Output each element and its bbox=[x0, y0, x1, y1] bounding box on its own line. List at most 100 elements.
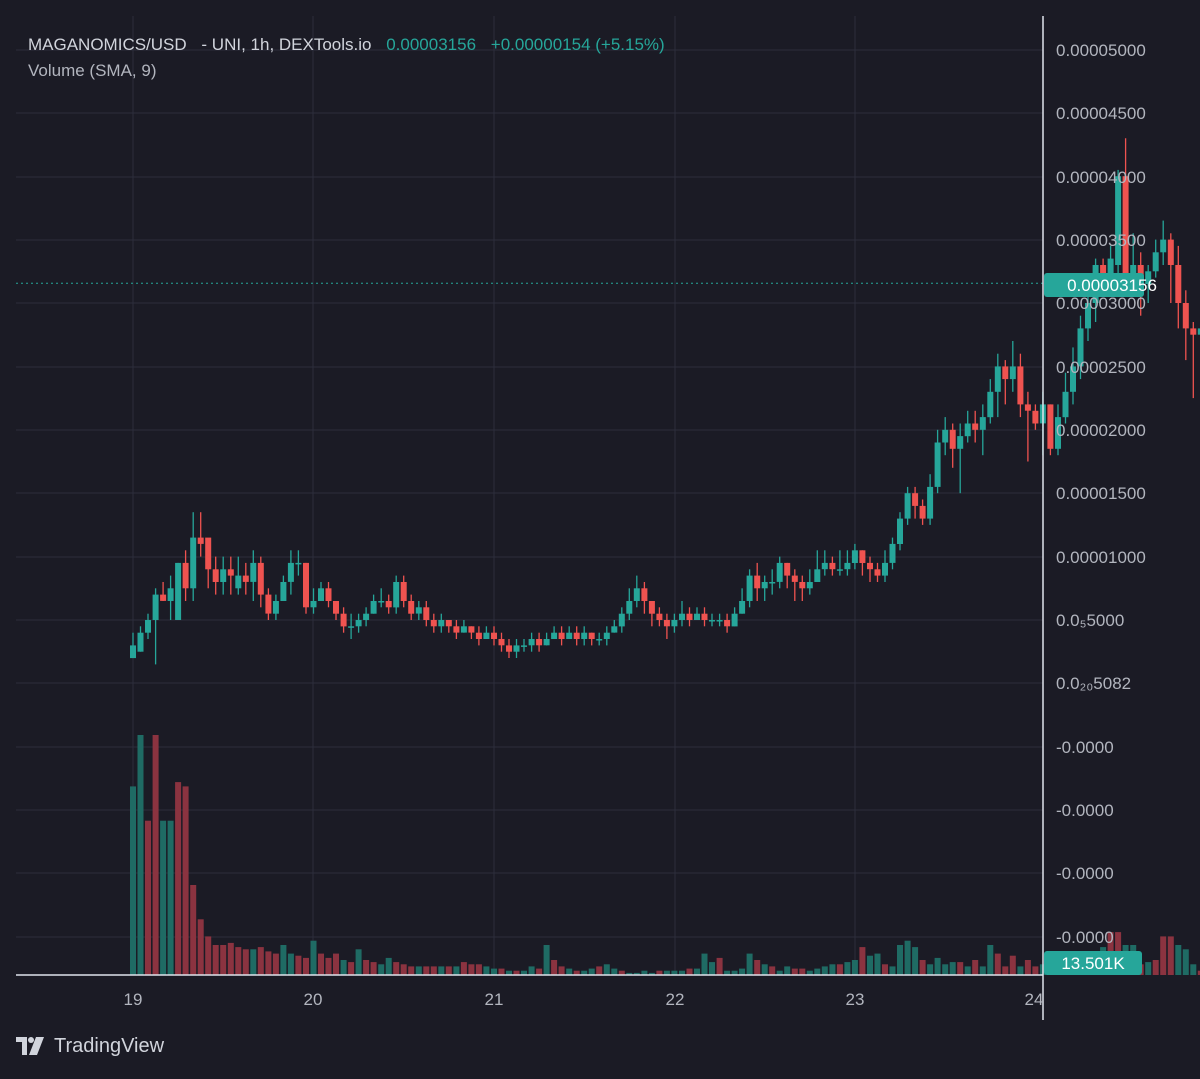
candle-body bbox=[197, 537, 204, 544]
candle bbox=[265, 588, 272, 620]
candle bbox=[874, 562, 881, 582]
volume-bar bbox=[355, 949, 362, 975]
volume-bar bbox=[836, 964, 843, 975]
candle-body bbox=[769, 582, 776, 584]
legend-symbol: MAGANOMICS/USD bbox=[28, 35, 187, 54]
candle-body bbox=[776, 562, 783, 582]
volume-bar bbox=[551, 960, 558, 975]
volume-bar bbox=[250, 949, 257, 975]
candle bbox=[904, 486, 911, 525]
candle-body bbox=[859, 550, 866, 563]
volume-bar bbox=[205, 936, 212, 975]
price-axis-label: 0.0₅5000 bbox=[1056, 611, 1124, 630]
candle bbox=[513, 639, 520, 658]
candle-body bbox=[1017, 366, 1024, 405]
time-axis-label: 21 bbox=[485, 990, 504, 1009]
volume-bar bbox=[927, 964, 934, 975]
volume-bar bbox=[791, 968, 798, 975]
candle-body bbox=[1077, 328, 1084, 367]
volume-bar bbox=[957, 962, 964, 975]
current-price-tag: 0.00003156 bbox=[1044, 273, 1157, 297]
candle-body bbox=[543, 639, 550, 646]
volume-bar bbox=[596, 966, 603, 975]
candle-body bbox=[551, 632, 558, 639]
volume-bar bbox=[190, 885, 197, 975]
volume-bar bbox=[694, 968, 700, 975]
volume-bar bbox=[776, 970, 783, 975]
volume-bar bbox=[724, 970, 731, 975]
candle bbox=[889, 537, 896, 570]
volume-bar bbox=[897, 945, 903, 975]
candle bbox=[325, 582, 332, 608]
volume-bar bbox=[438, 966, 445, 975]
volume-bar bbox=[175, 782, 182, 975]
volume-bar bbox=[182, 786, 189, 975]
price-axis-label: -0.0000 bbox=[1056, 801, 1114, 820]
candle-body bbox=[656, 613, 663, 620]
volume-bar bbox=[859, 947, 866, 975]
candle bbox=[160, 582, 167, 601]
candle-body bbox=[212, 569, 219, 582]
candle-body bbox=[1100, 265, 1107, 278]
candle-body bbox=[927, 486, 934, 519]
volume-bar bbox=[904, 940, 911, 975]
price-axis-label: -0.0000 bbox=[1056, 928, 1114, 947]
volume-bar bbox=[912, 947, 919, 975]
volume-bar bbox=[325, 957, 332, 975]
volume-bar bbox=[618, 970, 625, 975]
candle-body bbox=[987, 391, 994, 418]
candle-body bbox=[1160, 239, 1167, 253]
candle-body bbox=[1182, 303, 1189, 329]
candle bbox=[731, 607, 738, 627]
candle-body bbox=[994, 366, 1001, 392]
volume-bar bbox=[987, 945, 994, 975]
volume-bar bbox=[761, 964, 768, 975]
candle-body bbox=[483, 632, 490, 639]
candle bbox=[761, 575, 768, 601]
volume-bar bbox=[483, 966, 490, 975]
candle bbox=[641, 582, 648, 614]
volume-bar bbox=[874, 953, 881, 975]
tradingview-attribution[interactable]: TradingView bbox=[16, 1031, 164, 1061]
candle-body bbox=[964, 423, 971, 437]
candle bbox=[483, 626, 490, 639]
candle-body bbox=[325, 588, 332, 601]
candle bbox=[280, 575, 287, 601]
candle bbox=[994, 353, 1001, 418]
volume-bar bbox=[934, 957, 941, 975]
candle-body bbox=[934, 442, 941, 487]
volume-bars bbox=[130, 735, 1200, 975]
legend-change: +0.00000154 (+5.15%) bbox=[491, 35, 665, 54]
candle-body bbox=[182, 562, 189, 589]
candle-body bbox=[1024, 404, 1031, 411]
candle bbox=[671, 613, 678, 633]
candle-body bbox=[235, 575, 242, 589]
price-axis-label: 0.00003000 bbox=[1056, 294, 1146, 313]
volume-bar bbox=[942, 964, 949, 975]
candle bbox=[536, 632, 543, 652]
candle-body bbox=[806, 582, 813, 589]
candle-body bbox=[957, 436, 964, 449]
candle bbox=[498, 632, 505, 652]
candle bbox=[1115, 169, 1122, 278]
candle bbox=[1182, 290, 1189, 361]
volume-bar bbox=[851, 960, 858, 975]
candle bbox=[528, 632, 535, 652]
candle-body bbox=[130, 645, 136, 659]
candle-body bbox=[1145, 271, 1152, 284]
candle-body bbox=[205, 537, 212, 570]
volume-bar bbox=[588, 968, 595, 975]
candle bbox=[1062, 372, 1069, 424]
volume-bar bbox=[333, 953, 339, 975]
volume-bar bbox=[799, 968, 806, 975]
tradingview-brand-text: TradingView bbox=[54, 1034, 165, 1057]
candle-body bbox=[581, 632, 588, 639]
candle bbox=[987, 379, 994, 424]
volume-bar bbox=[994, 953, 1001, 975]
candle bbox=[205, 537, 212, 589]
candle bbox=[942, 417, 949, 456]
volume-bar bbox=[679, 970, 685, 975]
candle bbox=[746, 569, 753, 608]
volume-bar bbox=[558, 966, 565, 975]
